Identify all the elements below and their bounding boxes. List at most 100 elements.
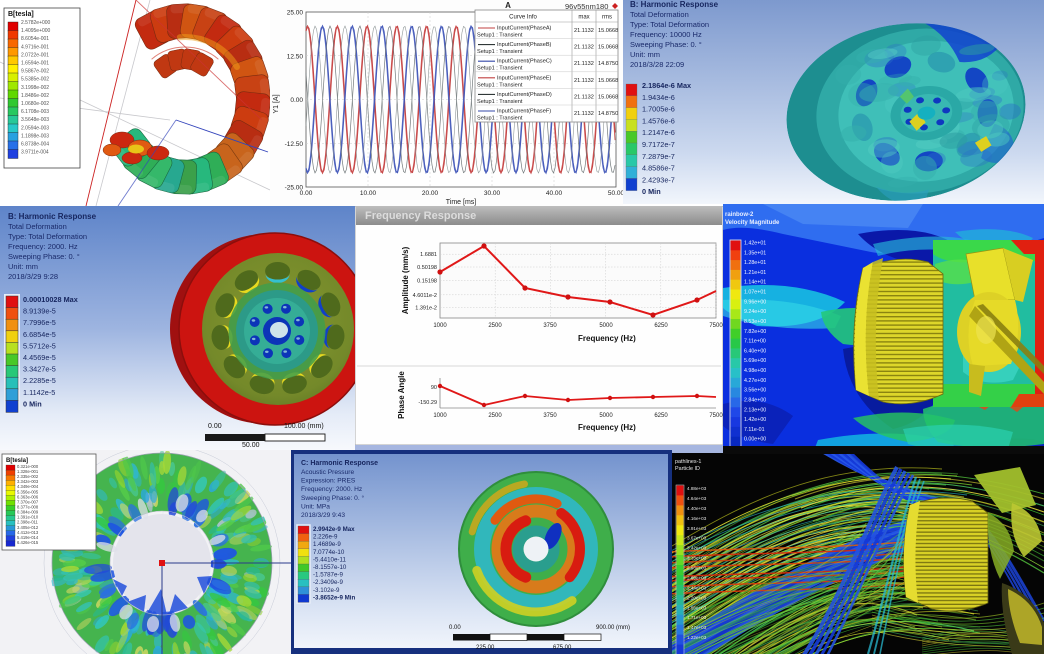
svg-text:2.1864e-6 Max: 2.1864e-6 Max xyxy=(642,81,691,90)
svg-text:7500: 7500 xyxy=(709,323,723,329)
svg-text:0.50198: 0.50198 xyxy=(417,265,437,271)
svg-text:1.8486e-002: 1.8486e-002 xyxy=(21,93,49,99)
svg-text:Setup1 : Transient: Setup1 : Transient xyxy=(477,116,523,122)
svg-text:1.9434e-6: 1.9434e-6 xyxy=(642,93,675,102)
svg-text:Frequency: 10000 Hz: Frequency: 10000 Hz xyxy=(630,30,702,39)
svg-text:50.00: 50.00 xyxy=(608,190,623,197)
svg-text:15.0668: 15.0668 xyxy=(598,28,618,34)
svg-text:Setup1 : Transient: Setup1 : Transient xyxy=(477,33,523,39)
svg-text:2.84e+00: 2.84e+00 xyxy=(744,398,766,404)
svg-text:-8.1557e-10: -8.1557e-10 xyxy=(313,564,347,571)
svg-text:4.64e+03: 4.64e+03 xyxy=(687,496,707,501)
svg-text:6250: 6250 xyxy=(654,323,668,329)
svg-text:2500: 2500 xyxy=(488,413,502,419)
svg-text:1.47e+03: 1.47e+03 xyxy=(687,625,707,630)
svg-text:2018/3/29 9:43: 2018/3/29 9:43 xyxy=(301,512,345,519)
svg-text:90: 90 xyxy=(431,385,437,391)
svg-text:25.00: 25.00 xyxy=(287,10,304,17)
svg-text:Y1 [A]: Y1 [A] xyxy=(273,94,280,113)
svg-text:21.1132: 21.1132 xyxy=(574,94,594,100)
svg-text:1.42e+01: 1.42e+01 xyxy=(744,241,766,247)
svg-text:1.71e+03: 1.71e+03 xyxy=(687,615,707,620)
svg-text:1.7005e-6: 1.7005e-6 xyxy=(642,105,675,114)
svg-text:900.00 (mm): 900.00 (mm) xyxy=(596,625,630,631)
svg-text:0.384e-009: 0.384e-009 xyxy=(17,510,39,515)
svg-text:Time [ms]: Time [ms] xyxy=(446,199,477,206)
svg-text:pathlines-1: pathlines-1 xyxy=(675,459,701,465)
svg-text:7.82e+00: 7.82e+00 xyxy=(744,329,766,335)
svg-text:Setup1 : Transient: Setup1 : Transient xyxy=(477,99,523,105)
svg-text:0.15198: 0.15198 xyxy=(417,279,437,285)
svg-text:50.00: 50.00 xyxy=(242,442,260,449)
svg-text:4.4569e-5: 4.4569e-5 xyxy=(23,353,56,362)
svg-text:5000: 5000 xyxy=(599,323,613,329)
svg-text:7.370e-007: 7.370e-007 xyxy=(17,499,39,504)
svg-text:1.07e+01: 1.07e+01 xyxy=(744,290,766,296)
svg-text:0.321e-000: 0.321e-000 xyxy=(17,464,39,469)
svg-text:9.24e+00: 9.24e+00 xyxy=(744,309,766,315)
svg-text:2018/3/28 22:09: 2018/3/28 22:09 xyxy=(630,60,684,69)
svg-text:Unit: MPa: Unit: MPa xyxy=(301,503,330,510)
svg-text:0.00010028 Max: 0.00010028 Max xyxy=(23,295,78,304)
svg-text:8.9139e-5: 8.9139e-5 xyxy=(23,307,56,316)
svg-text:InputCurrent(PhaseD): InputCurrent(PhaseD) xyxy=(497,92,552,98)
svg-text:-1.5787e-9: -1.5787e-9 xyxy=(313,572,343,579)
svg-text:rainbow-2: rainbow-2 xyxy=(725,212,754,218)
svg-text:1.14e+01: 1.14e+01 xyxy=(744,280,766,286)
svg-text:3.18e+03: 3.18e+03 xyxy=(687,556,707,561)
svg-text:2.13e+00: 2.13e+00 xyxy=(744,407,766,413)
svg-text:10.00: 10.00 xyxy=(360,190,377,197)
svg-text:21.1132: 21.1132 xyxy=(574,28,594,34)
svg-text:5000: 5000 xyxy=(599,413,613,419)
svg-text:2.9942e-9 Max: 2.9942e-9 Max xyxy=(313,526,355,533)
svg-text:3.9711e-004: 3.9711e-004 xyxy=(21,150,49,156)
svg-text:7.2879e-7: 7.2879e-7 xyxy=(642,152,675,161)
svg-text:7.11e+00: 7.11e+00 xyxy=(744,339,766,345)
svg-text:14.8750: 14.8750 xyxy=(598,111,618,117)
svg-text:3.67e+03: 3.67e+03 xyxy=(687,536,707,541)
svg-text:6250: 6250 xyxy=(654,413,668,419)
svg-text:4.88e+03: 4.88e+03 xyxy=(687,486,707,491)
svg-text:InputCurrent(PhaseC): InputCurrent(PhaseC) xyxy=(497,59,552,65)
svg-text:InputCurrent(PhaseF): InputCurrent(PhaseF) xyxy=(497,109,551,115)
svg-text:1.1142e-5: 1.1142e-5 xyxy=(23,388,55,397)
svg-text:Total Deformation: Total Deformation xyxy=(630,10,689,19)
svg-text:40.00: 40.00 xyxy=(546,190,563,197)
svg-text:4.349e-004: 4.349e-004 xyxy=(17,484,39,489)
svg-text:A: A xyxy=(505,1,511,10)
svg-text:1.4095e+000: 1.4095e+000 xyxy=(21,28,51,34)
svg-text:21.1132: 21.1132 xyxy=(574,78,594,84)
svg-text:-25.00: -25.00 xyxy=(285,185,304,192)
svg-text:6.1708e-003: 6.1708e-003 xyxy=(21,109,49,115)
svg-text:B: Harmonic Response: B: Harmonic Response xyxy=(8,212,97,221)
svg-text:Total Deformation: Total Deformation xyxy=(8,222,67,231)
svg-text:-5.4410e-11: -5.4410e-11 xyxy=(313,556,346,563)
svg-text:7500: 7500 xyxy=(709,413,723,419)
svg-text:8.53e+00: 8.53e+00 xyxy=(744,319,766,325)
svg-text:4.6011e-2: 4.6011e-2 xyxy=(413,293,437,299)
svg-text:12.50: 12.50 xyxy=(287,53,304,60)
svg-text:max: max xyxy=(578,15,589,21)
svg-text:9.96e+00: 9.96e+00 xyxy=(744,299,766,305)
svg-text:Phase Angle: Phase Angle xyxy=(397,371,406,419)
svg-text:5.356e-005: 5.356e-005 xyxy=(17,489,39,494)
svg-text:3.405e-012: 3.405e-012 xyxy=(17,525,39,530)
svg-text:Sweeping Phase: 0. °: Sweeping Phase: 0. ° xyxy=(8,252,80,261)
svg-text:20.00: 20.00 xyxy=(422,190,439,197)
svg-text:Setup1 : Transient: Setup1 : Transient xyxy=(477,66,523,72)
svg-text:-2.3409e-9: -2.3409e-9 xyxy=(313,579,343,586)
svg-text:8.377e-008: 8.377e-008 xyxy=(17,505,39,510)
svg-text:2.2285e-5: 2.2285e-5 xyxy=(23,376,56,385)
svg-text:0.00: 0.00 xyxy=(300,190,313,197)
svg-text:5.5385e-002: 5.5385e-002 xyxy=(21,77,49,83)
svg-text:9.7172e-7: 9.7172e-7 xyxy=(642,140,675,149)
svg-text:15.0668: 15.0668 xyxy=(598,78,618,84)
svg-text:6.8738e-004: 6.8738e-004 xyxy=(21,142,49,148)
svg-text:4.8586e-7: 4.8586e-7 xyxy=(642,164,675,173)
svg-text:96v55nm180: 96v55nm180 xyxy=(565,2,608,11)
svg-text:225.00: 225.00 xyxy=(476,645,495,651)
svg-text:3750: 3750 xyxy=(543,323,557,329)
svg-text:InputCurrent(PhaseB): InputCurrent(PhaseB) xyxy=(497,42,552,48)
svg-text:-3.102e-9: -3.102e-9 xyxy=(313,587,340,594)
svg-text:Velocity Magnitude: Velocity Magnitude xyxy=(725,220,780,226)
